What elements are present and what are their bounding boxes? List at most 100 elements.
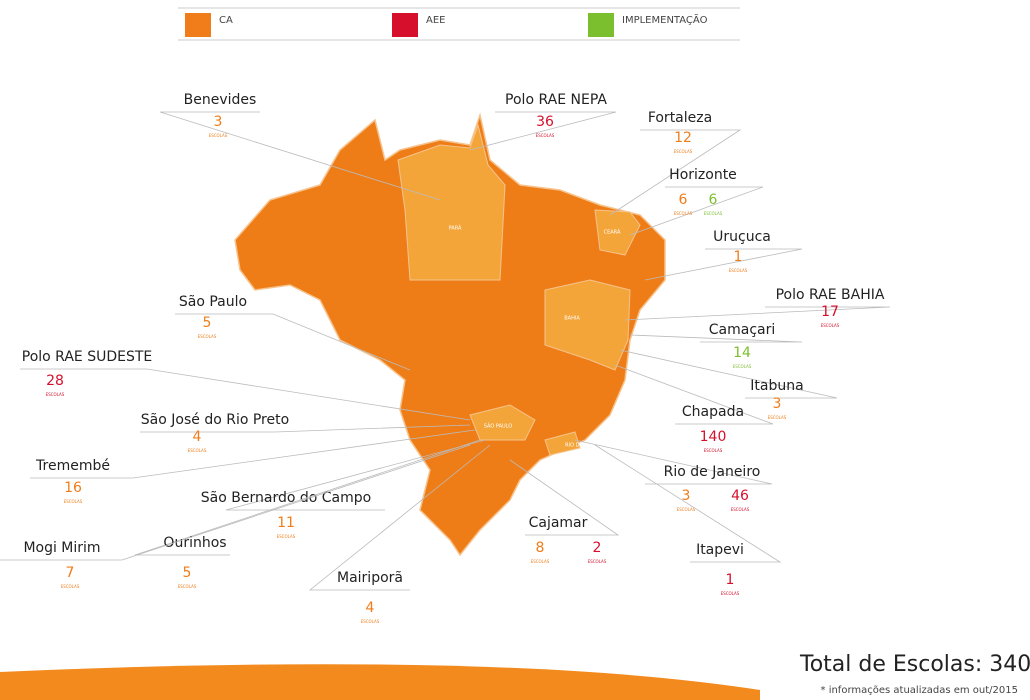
leader-line	[140, 424, 471, 433]
school-count: 6	[709, 192, 718, 208]
city-name: Ourinhos	[163, 535, 226, 551]
school-count: 1	[734, 249, 743, 265]
count-unit: ESCOLAS	[588, 559, 607, 564]
school-count: 14	[733, 345, 751, 361]
legend-swatch	[392, 13, 418, 37]
city-name: Polo RAE BAHIA	[776, 287, 885, 303]
leader-line	[308, 444, 491, 591]
school-count: 3	[682, 488, 691, 504]
city-name: Fortaleza	[648, 110, 712, 126]
city-name: Polo RAE NEPA	[505, 92, 607, 108]
legend-swatch	[185, 13, 211, 37]
legend-swatch	[588, 13, 614, 37]
city-name: Uruçuca	[713, 229, 771, 245]
leader-line	[20, 368, 471, 421]
leader-line	[159, 111, 441, 201]
state-label: RIO DE JANEIRO	[565, 443, 605, 449]
school-count: 7	[66, 565, 75, 581]
leader-line	[0, 444, 471, 561]
leader-line	[619, 349, 838, 399]
city-name: São Paulo	[179, 294, 247, 310]
legend-label: IMPLEMENTAÇÃO	[622, 13, 708, 26]
school-count: 12	[674, 130, 692, 146]
count-unit: ESCOLAS	[64, 499, 83, 504]
count-unit: ESCOLAS	[674, 211, 693, 216]
school-count: 46	[731, 488, 749, 504]
bottom-band	[0, 664, 760, 700]
leader-line	[629, 186, 764, 236]
city-name: Mairiporã	[337, 570, 403, 586]
city-name: São Bernardo do Campo	[201, 490, 371, 506]
city-name: Itabuna	[750, 378, 803, 394]
state-label: PARÁ	[449, 225, 462, 232]
count-unit: ESCOLAS	[178, 584, 197, 589]
school-count: 4	[366, 600, 375, 616]
school-count: 28	[46, 373, 64, 389]
leader-line	[644, 248, 803, 281]
school-count: 36	[536, 114, 554, 130]
city-name: Rio de Janeiro	[664, 464, 761, 480]
state-label: CEARÁ	[604, 229, 621, 236]
state-label: BAHIA	[564, 316, 580, 322]
leader-line	[509, 459, 620, 536]
school-count: 4	[193, 429, 202, 445]
school-count: 8	[536, 540, 545, 556]
count-unit: ESCOLAS	[821, 323, 840, 328]
city-name: São José do Rio Preto	[141, 412, 289, 428]
count-unit: ESCOLAS	[704, 211, 723, 216]
leader-line	[469, 111, 617, 151]
city-name: Itapevi	[696, 542, 744, 558]
state-label: SÃO PAULO	[484, 423, 513, 430]
city-name: Tremembé	[35, 458, 110, 474]
count-unit: ESCOLAS	[729, 268, 748, 273]
leader-line	[629, 334, 803, 343]
count-unit: ESCOLAS	[531, 559, 550, 564]
count-unit: ESCOLAS	[731, 507, 750, 512]
leader-line	[175, 313, 411, 371]
school-count: 2	[593, 540, 602, 556]
school-count: 1	[726, 572, 735, 588]
city-name: Benevides	[184, 92, 257, 108]
leader-line	[609, 129, 742, 216]
state-shape	[469, 404, 536, 441]
legend-label: CA	[219, 15, 233, 26]
school-count: 3	[214, 114, 223, 130]
leader-line	[134, 439, 481, 556]
school-count: 6	[679, 192, 688, 208]
highlighted-states	[397, 123, 641, 456]
school-count: 5	[183, 565, 192, 581]
legend-label: AEE	[426, 15, 445, 26]
city-name: Polo RAE SUDESTE	[22, 349, 153, 365]
city-name: Chapada	[682, 404, 744, 420]
state-shape	[544, 431, 581, 456]
city-name: Horizonte	[669, 167, 737, 183]
count-unit: ESCOLAS	[188, 448, 207, 453]
total: Total de Escolas: 340	[799, 652, 1030, 677]
count-unit: ESCOLAS	[361, 619, 380, 624]
school-count: 3	[773, 396, 782, 412]
state-shape	[594, 209, 641, 256]
count-unit: ESCOLAS	[46, 392, 65, 397]
state-shape	[397, 123, 506, 281]
count-unit: ESCOLAS	[536, 133, 555, 138]
leader-line	[614, 364, 774, 425]
city-name: Mogi Mirim	[23, 540, 100, 556]
school-count: 11	[277, 515, 295, 531]
count-unit: ESCOLAS	[674, 149, 693, 154]
leader-line	[624, 306, 891, 321]
school-count: 5	[203, 315, 212, 331]
leader-line	[574, 439, 773, 485]
leader-line	[30, 429, 476, 479]
count-unit: ESCOLAS	[198, 334, 217, 339]
school-count: 140	[700, 429, 727, 445]
count-unit: ESCOLAS	[61, 584, 80, 589]
count-unit: ESCOLAS	[209, 133, 228, 138]
count-unit: ESCOLAS	[768, 415, 787, 420]
school-count: 16	[64, 480, 82, 496]
city-name: Camaçari	[709, 322, 776, 338]
count-unit: ESCOLAS	[277, 534, 296, 539]
count-unit: ESCOLAS	[733, 364, 752, 369]
count-unit: ESCOLAS	[704, 448, 723, 453]
